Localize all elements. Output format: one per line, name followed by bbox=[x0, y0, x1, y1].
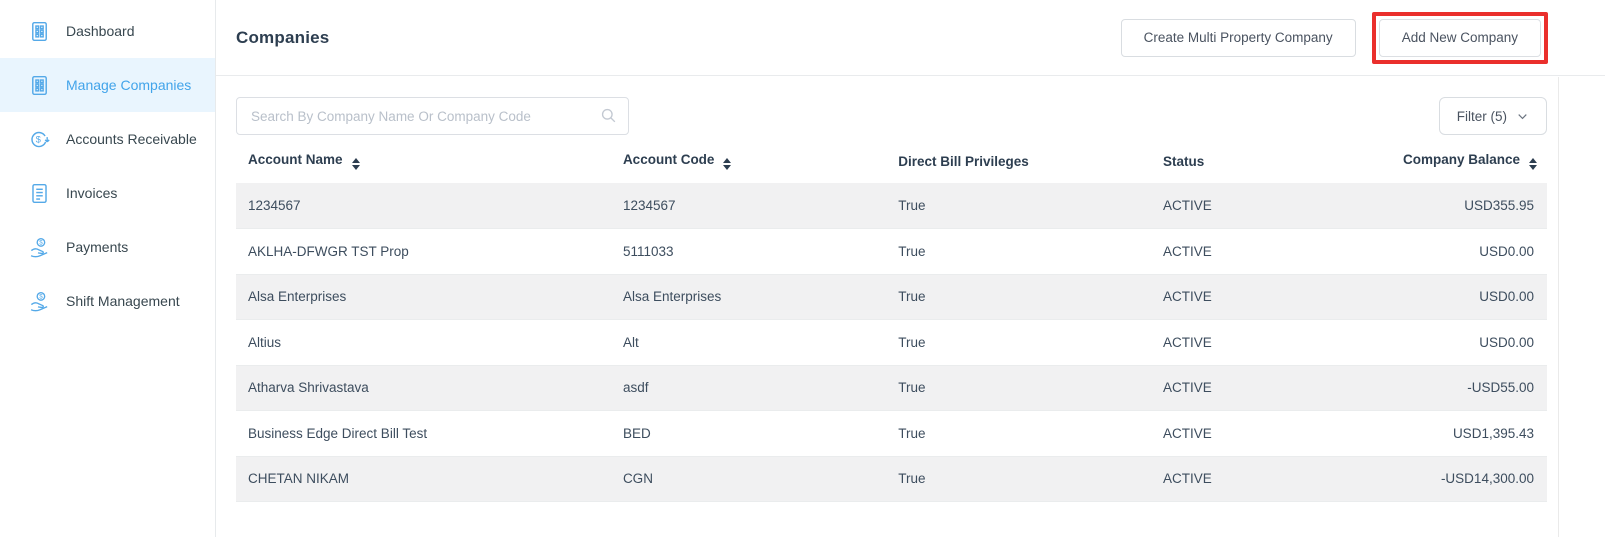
annotation-highlight-box: Add New Company bbox=[1371, 11, 1548, 64]
column-header-direct-bill-privileges: Direct Bill Privileges bbox=[898, 153, 1029, 169]
cell-company-balance: USD0.00 bbox=[1479, 243, 1534, 259]
companies-table: Account Name Account Code Direct Bill Pr… bbox=[236, 139, 1547, 502]
table-row[interactable]: CHETAN NIKAM CGN True ACTIVE -USD14,300.… bbox=[236, 456, 1547, 502]
cell-account-code: asdf bbox=[622, 380, 649, 396]
sidebar-item-label: Invoices bbox=[66, 185, 118, 201]
sidebar-item-shift-management[interactable]: $ Shift Management bbox=[0, 274, 215, 328]
table-row[interactable]: Atharva Shrivastava asdf True ACTIVE -US… bbox=[236, 365, 1547, 411]
cell-status: ACTIVE bbox=[1163, 425, 1212, 441]
sidebar-item-label: Accounts Receivable bbox=[66, 131, 197, 147]
page-title: Companies bbox=[236, 27, 330, 47]
cell-account-code: CGN bbox=[622, 471, 653, 487]
svg-text:$: $ bbox=[39, 239, 43, 246]
sidebar-item-payments[interactable]: $ Payments bbox=[0, 220, 215, 274]
companies-table-wrap: Account Name Account Code Direct Bill Pr… bbox=[216, 135, 1605, 502]
table-body: 1234567 1234567 True ACTIVE USD355.95 AK… bbox=[236, 183, 1547, 502]
sidebar-item-label: Shift Management bbox=[66, 293, 180, 309]
svg-text:$: $ bbox=[36, 134, 41, 144]
cell-direct-bill-privileges: True bbox=[898, 198, 926, 213]
main-content: Companies Create Multi Property Company … bbox=[216, 0, 1605, 537]
cell-status: ACTIVE bbox=[1163, 198, 1212, 213]
filter-button[interactable]: Filter (5) bbox=[1438, 97, 1547, 135]
sort-icon bbox=[351, 157, 360, 171]
cell-account-code: 5111033 bbox=[622, 243, 674, 259]
cell-account-name: 1234567 bbox=[248, 198, 301, 213]
content-edge-divider bbox=[1558, 77, 1559, 537]
toolbar: Filter (5) bbox=[216, 97, 1605, 135]
search-box bbox=[236, 97, 629, 135]
table-row[interactable]: AKLHA-DFWGR TST Prop 5111033 True ACTIVE… bbox=[236, 229, 1547, 274]
dollar-cycle-icon: $ bbox=[28, 128, 51, 151]
sidebar-item-label: Dashboard bbox=[66, 23, 135, 39]
table-row[interactable]: 1234567 1234567 True ACTIVE USD355.95 bbox=[236, 183, 1547, 229]
cell-company-balance: -USD55.00 bbox=[1467, 380, 1534, 396]
cell-direct-bill-privileges: True bbox=[898, 471, 926, 487]
column-header-status: Status bbox=[1163, 153, 1205, 169]
cell-direct-bill-privileges: True bbox=[898, 243, 926, 259]
sidebar-item-dashboard[interactable]: Dashboard bbox=[0, 4, 215, 58]
create-multi-property-company-button[interactable]: Create Multi Property Company bbox=[1120, 18, 1356, 57]
sort-icon bbox=[1529, 157, 1537, 171]
sidebar-item-label: Payments bbox=[66, 239, 129, 255]
cell-status: ACTIVE bbox=[1163, 243, 1212, 259]
sidebar-item-accounts-receivable[interactable]: $ Accounts Receivable bbox=[0, 112, 215, 166]
cell-direct-bill-privileges: True bbox=[898, 380, 926, 396]
cell-account-code: Alt bbox=[622, 334, 639, 350]
sidebar-item-invoices[interactable]: Invoices bbox=[0, 166, 215, 220]
search-input[interactable] bbox=[236, 97, 629, 135]
sidebar-item-manage-companies[interactable]: Manage Companies bbox=[0, 58, 215, 112]
table-row[interactable]: Alsa Enterprises Alsa Enterprises True A… bbox=[236, 274, 1547, 320]
hand-coin-icon: $ bbox=[28, 290, 51, 313]
page-header: Companies Create Multi Property Company … bbox=[216, 0, 1605, 76]
cell-account-name: Atharva Shrivastava bbox=[248, 380, 369, 396]
chevron-down-icon bbox=[1516, 110, 1529, 123]
header-actions: Create Multi Property Company Add New Co… bbox=[1120, 11, 1548, 64]
cell-account-name: CHETAN NIKAM bbox=[248, 471, 350, 487]
cell-account-name: Alsa Enterprises bbox=[248, 289, 347, 305]
table-row[interactable]: Altius Alt True ACTIVE USD0.00 bbox=[236, 320, 1547, 365]
cell-status: ACTIVE bbox=[1163, 471, 1212, 487]
cell-company-balance: USD1,395.43 bbox=[1452, 425, 1534, 441]
cell-direct-bill-privileges: True bbox=[898, 425, 926, 441]
building-icon bbox=[28, 20, 51, 43]
filter-label: Filter (5) bbox=[1456, 108, 1507, 124]
cell-company-balance: USD0.00 bbox=[1479, 289, 1534, 305]
cell-status: ACTIVE bbox=[1163, 380, 1212, 396]
cell-company-balance: -USD14,300.00 bbox=[1440, 471, 1534, 487]
cell-status: ACTIVE bbox=[1163, 289, 1212, 305]
table-row[interactable]: Business Edge Direct Bill Test BED True … bbox=[236, 411, 1547, 456]
cell-account-name: Business Edge Direct Bill Test bbox=[248, 425, 428, 441]
cell-account-code: Alsa Enterprises bbox=[622, 289, 722, 305]
add-new-company-button[interactable]: Add New Company bbox=[1378, 18, 1541, 57]
sidebar-item-label: Manage Companies bbox=[66, 77, 192, 93]
column-header-account-name[interactable]: Account Name bbox=[236, 139, 611, 183]
building-icon bbox=[28, 74, 51, 97]
table-header-row: Account Name Account Code Direct Bill Pr… bbox=[236, 139, 1547, 183]
search-icon[interactable] bbox=[599, 106, 618, 125]
hand-coin-icon: $ bbox=[28, 236, 51, 259]
cell-direct-bill-privileges: True bbox=[898, 334, 926, 350]
svg-text:$: $ bbox=[39, 293, 43, 300]
cell-status: ACTIVE bbox=[1163, 334, 1212, 350]
invoice-icon bbox=[28, 182, 51, 205]
cell-account-code: 1234567 bbox=[622, 198, 676, 213]
cell-account-name: Altius bbox=[248, 334, 282, 350]
cell-account-code: BED bbox=[622, 425, 651, 441]
sidebar: Dashboard Manage Companies $ Accounts Re… bbox=[0, 0, 216, 537]
cell-company-balance: USD0.00 bbox=[1479, 334, 1534, 350]
sort-icon bbox=[723, 157, 732, 171]
cell-company-balance: USD355.95 bbox=[1464, 198, 1534, 213]
column-header-company-balance[interactable]: Company Balance bbox=[1391, 139, 1547, 183]
cell-direct-bill-privileges: True bbox=[898, 289, 926, 305]
cell-account-name: AKLHA-DFWGR TST Prop bbox=[248, 243, 409, 259]
column-header-account-code[interactable]: Account Code bbox=[611, 139, 886, 183]
